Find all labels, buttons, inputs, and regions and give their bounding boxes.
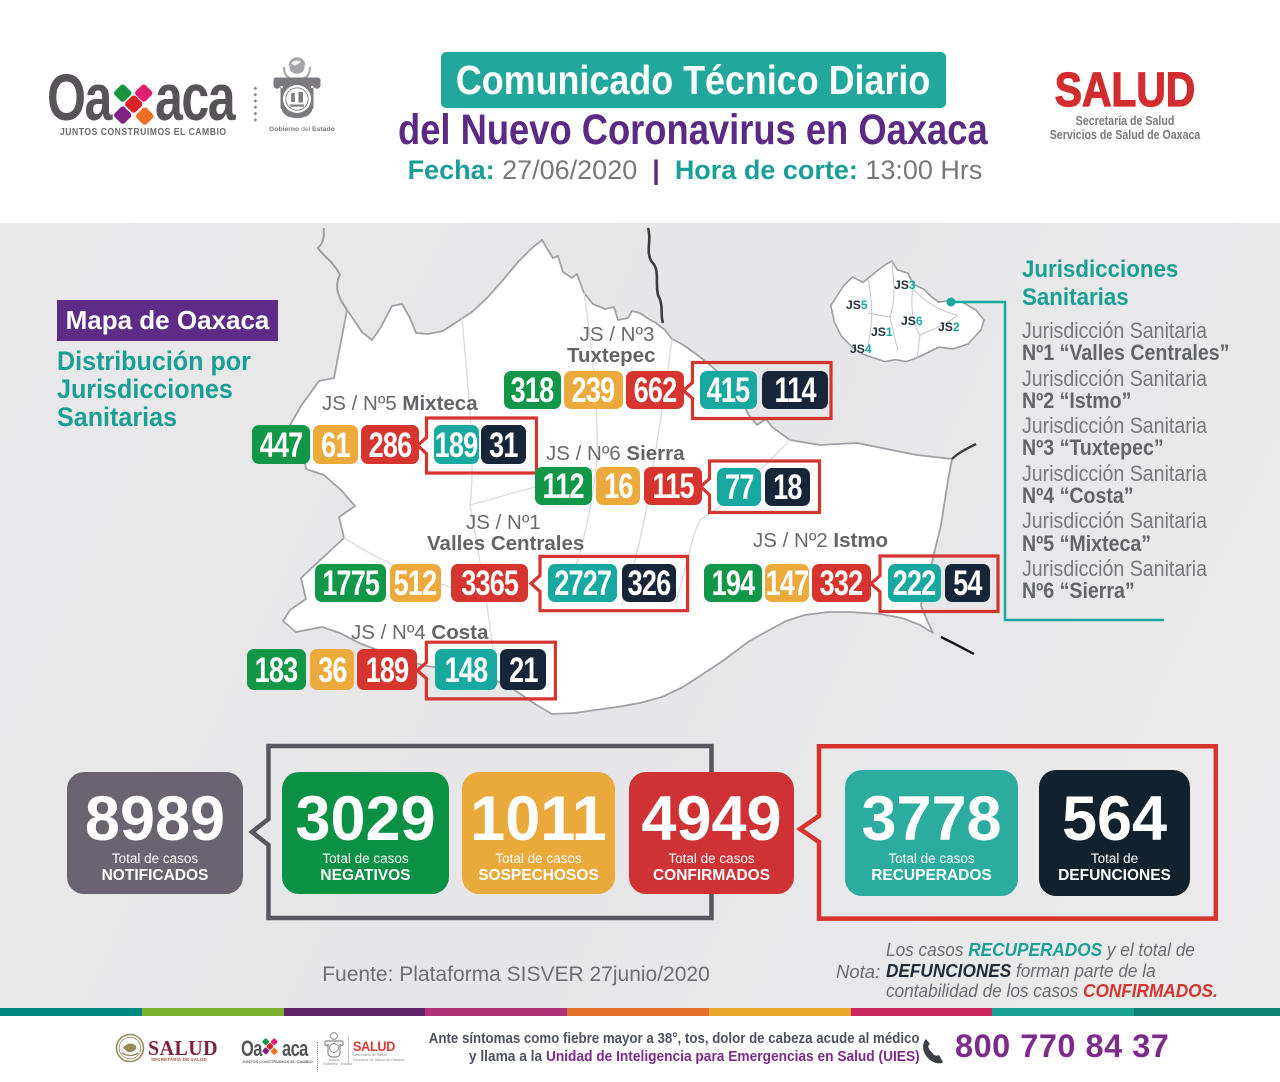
svg-text:JS1: JS1 — [871, 325, 893, 339]
svg-text:JS2: JS2 — [938, 320, 960, 334]
svg-text:JS6: JS6 — [901, 314, 923, 328]
svg-text:JS3: JS3 — [894, 278, 916, 292]
svg-text:JS5: JS5 — [846, 298, 868, 312]
svg-text:JS4: JS4 — [850, 342, 872, 356]
